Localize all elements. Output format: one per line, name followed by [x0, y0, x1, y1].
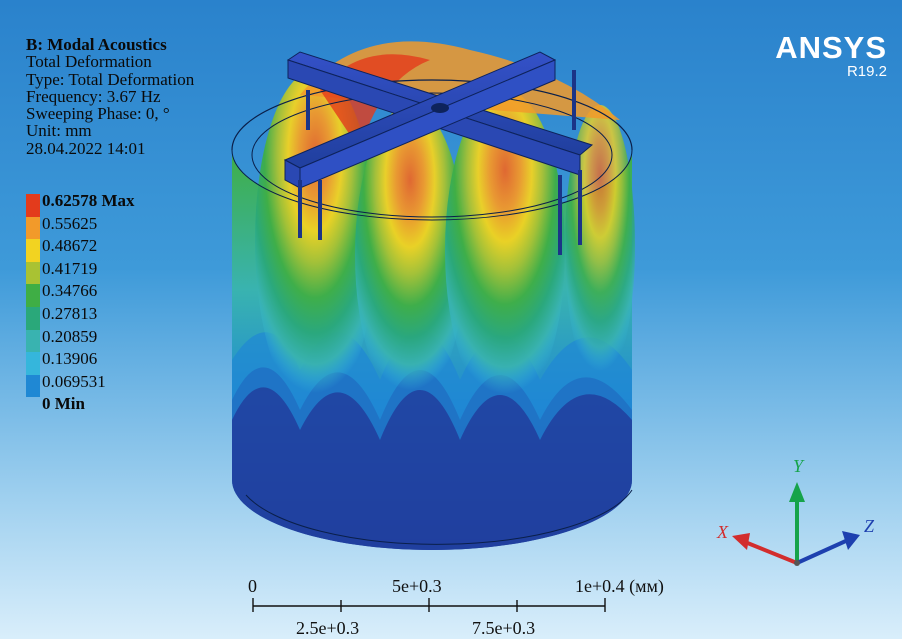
coordinate-triad [732, 482, 860, 566]
legend-swatch [26, 352, 40, 375]
analysis-title: B: Modal Acoustics [26, 35, 167, 54]
legend-label: 0.20859 [42, 326, 98, 346]
info-line: Unit: mm [26, 121, 92, 141]
cross-beams [283, 51, 594, 255]
legend-swatch [26, 284, 40, 307]
info-line: 28.04.2022 14:01 [26, 138, 146, 158]
legend-label: 0.27813 [42, 303, 98, 323]
info-line: Total Deformation [26, 52, 152, 72]
legend-label: 0.13906 [42, 349, 98, 369]
legend-swatch [26, 216, 40, 240]
legend-label: 0.41719 [42, 258, 98, 278]
axis-y-label: Y [793, 456, 804, 476]
legend-label: 0.34766 [42, 281, 98, 301]
axis-z-label: Z [864, 516, 875, 536]
info-line: Frequency: 3.67 Hz [26, 86, 161, 106]
legend-label: 0.48672 [42, 236, 98, 256]
legend-label: 0.069531 [42, 371, 106, 391]
info-line: Sweeping Phase: 0, ° [26, 104, 170, 124]
info-line: Type: Total Deformation [26, 69, 195, 89]
ansys-branding: ANSYS R19.2 [775, 32, 887, 80]
legend-label: 0.62578 Max [42, 191, 135, 210]
legend-label: 0.55625 [42, 213, 98, 233]
legend-swatch [26, 374, 40, 398]
legend-swatch [26, 194, 40, 217]
ansys-logo: ANSYS [775, 30, 887, 65]
legend-swatch [26, 329, 40, 353]
legend-swatch [26, 306, 40, 330]
result-info: B: Modal Acoustics Total Deformation Typ… [26, 36, 194, 157]
scale-bar-line [252, 598, 606, 612]
axis-x-label: X [717, 522, 728, 542]
legend-swatch [26, 261, 40, 285]
ansys-version: R19.2 [846, 63, 887, 80]
legend-label: 0 Min [42, 394, 85, 414]
legend-swatch [26, 239, 40, 262]
